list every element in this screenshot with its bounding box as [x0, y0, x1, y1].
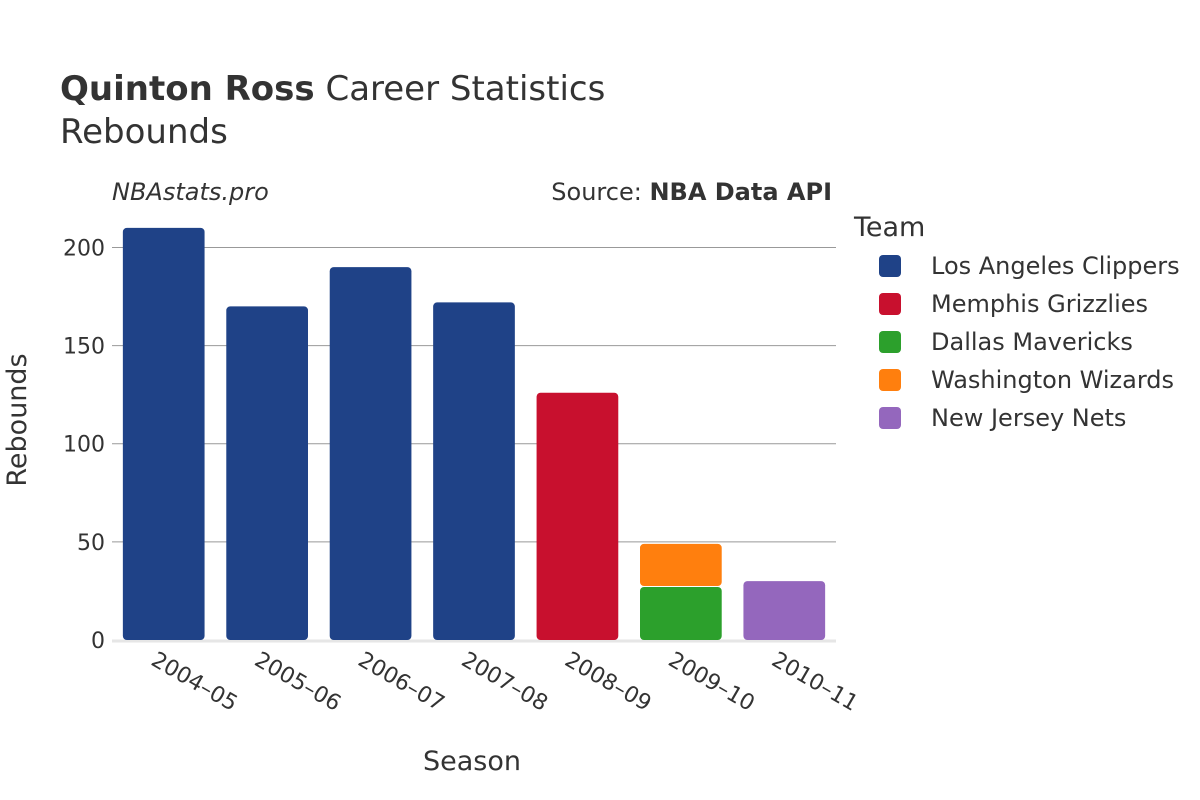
bar-segment — [433, 302, 515, 640]
source-prefix: Source: — [551, 178, 649, 206]
legend-item[interactable]: Los Angeles Clippers — [879, 252, 1180, 280]
bar-segment — [122, 227, 205, 640]
y-tick-label: 150 — [63, 335, 105, 360]
legend-item[interactable]: New Jersey Nets — [879, 404, 1126, 432]
y-tick-label: 100 — [63, 433, 105, 458]
bar-segment — [226, 306, 308, 640]
legend-swatch — [879, 255, 901, 277]
x-tick-label: 2007–08 — [457, 648, 552, 717]
bars — [122, 227, 826, 640]
legend-label: Los Angeles Clippers — [931, 252, 1180, 280]
bar-segment — [743, 581, 826, 640]
source-credit: Source: NBA Data API — [551, 178, 832, 206]
legend: Los Angeles Clippers Memphis Grizzlies Dal… — [879, 252, 1180, 432]
chart-title: Quinton Ross Career Statistics — [60, 69, 605, 109]
legend-title: Team — [853, 212, 925, 243]
legend-item[interactable]: Dallas Mavericks — [879, 328, 1133, 356]
x-tick-label: 2009–10 — [664, 648, 759, 717]
watermark: NBAstats.pro — [112, 178, 269, 206]
x-tick-label: 2008–09 — [560, 648, 655, 717]
bar-segment — [640, 543, 722, 587]
chart-subtitle: Rebounds — [60, 112, 228, 152]
x-tick-label: 2005–06 — [250, 648, 345, 717]
y-axis-ticks: 0 50 100 150 200 — [63, 236, 105, 654]
legend-label: New Jersey Nets — [931, 404, 1126, 432]
y-axis-title: Rebounds — [2, 353, 33, 486]
legend-label: Washington Wizards — [931, 366, 1174, 394]
bar-segment — [329, 267, 412, 640]
legend-swatch — [879, 369, 901, 391]
x-axis-title: Season — [423, 746, 521, 777]
legend-label: Memphis Grizzlies — [931, 290, 1148, 318]
x-axis-ticks: 2004–05 2005–06 2006–07 2007–08 2008–09 2009–… — [147, 648, 862, 717]
legend-item[interactable]: Washington Wizards — [879, 366, 1174, 394]
legend-label: Dallas Mavericks — [931, 328, 1133, 356]
legend-swatch — [879, 293, 901, 315]
legend-swatch — [879, 407, 901, 429]
y-tick-label: 0 — [91, 629, 105, 654]
y-tick-label: 200 — [63, 236, 105, 261]
source-name: NBA Data API — [649, 178, 832, 206]
legend-swatch — [879, 331, 901, 353]
x-tick-label: 2010–11 — [767, 648, 862, 717]
y-tick-label: 50 — [77, 531, 105, 556]
x-tick-label: 2004–05 — [147, 648, 242, 717]
bar-segment — [536, 392, 619, 640]
x-tick-label: 2006–07 — [354, 648, 449, 717]
bar-segment — [640, 587, 722, 640]
chart-title-rest: Career Statistics — [315, 69, 606, 109]
chart-title-player: Quinton Ross — [60, 69, 315, 109]
legend-item[interactable]: Memphis Grizzlies — [879, 290, 1148, 318]
